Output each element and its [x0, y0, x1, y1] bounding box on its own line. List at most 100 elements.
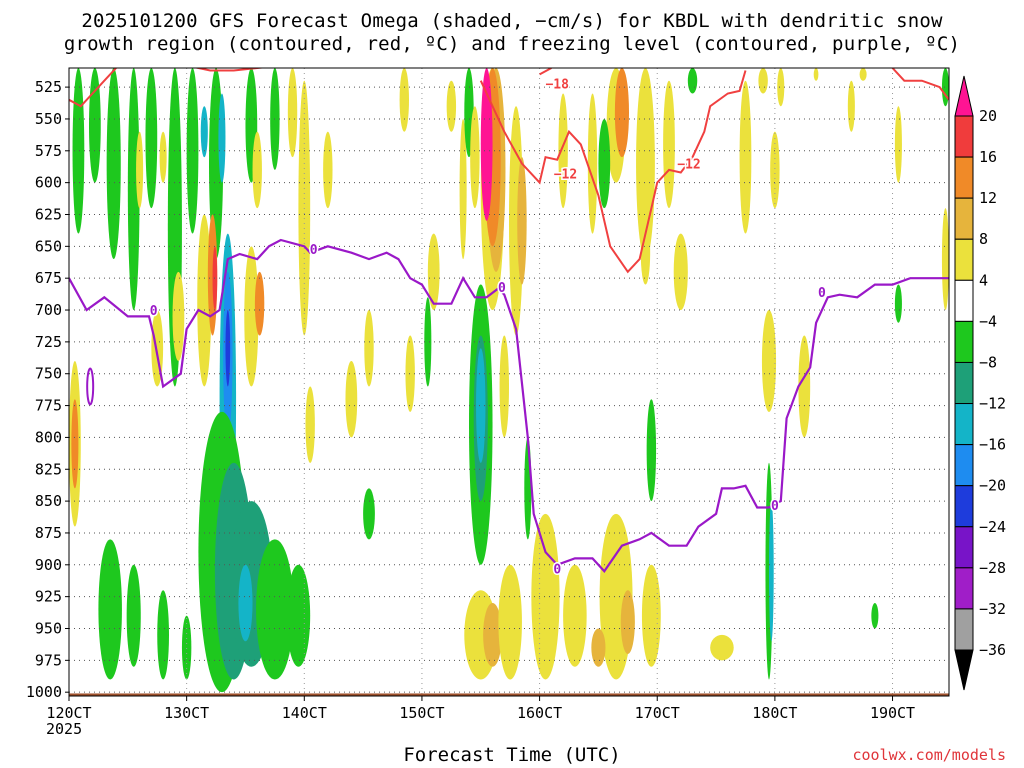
omega-cell — [305, 386, 315, 463]
y-tick-label: 700 — [35, 301, 62, 319]
colorbar-top-arrow — [954, 75, 974, 117]
y-tick-label: 875 — [35, 524, 62, 542]
x-tick-label: 160CT — [517, 704, 562, 722]
contour-label: 0 — [310, 243, 318, 258]
omega-cell — [640, 220, 651, 285]
y-tick-label: 625 — [35, 205, 62, 223]
omega-cell — [859, 68, 867, 81]
colorbar-segment — [954, 156, 974, 199]
dgz-contour — [891, 68, 949, 101]
y-tick-label: 950 — [35, 619, 62, 637]
colorbar-label: −32 — [979, 600, 1006, 618]
colorbar-segment — [954, 485, 974, 528]
colorbar-label: −24 — [979, 518, 1006, 536]
x-axis-labels: 120CT 130CT 140CT 150CT 160CT 170CT 180CT 190CT — [46, 696, 915, 722]
omega-cell — [641, 564, 661, 667]
omega-cell — [483, 603, 502, 667]
colorbar-label: −16 — [979, 436, 1006, 454]
omega-cell — [159, 131, 167, 183]
omega-cell — [498, 564, 522, 680]
plot-frame — [68, 67, 950, 697]
freezing-level-loop — [86, 367, 95, 406]
credit-link[interactable]: coolwx.com/models — [852, 746, 1006, 764]
omega-cell — [563, 564, 587, 667]
omega-cell — [517, 157, 527, 285]
omega-cell — [98, 539, 122, 680]
colorbar-label: −20 — [979, 477, 1006, 495]
y-tick-label: 550 — [35, 110, 62, 128]
colorbar-segment — [954, 115, 974, 158]
omega-cell — [424, 297, 432, 387]
colorbar-label: 12 — [979, 189, 997, 207]
omega-cell — [769, 501, 774, 642]
omega-cell — [345, 360, 358, 438]
colorbar-segment — [954, 444, 974, 487]
omega-cell — [172, 271, 185, 361]
omega-cell — [459, 118, 467, 260]
colorbar-segment — [954, 320, 974, 363]
omega-cell — [598, 118, 611, 209]
omega-cell — [531, 513, 560, 680]
colorbar-label: 20 — [979, 107, 997, 125]
contour-label: 0 — [498, 281, 506, 296]
omega-cell — [238, 564, 253, 642]
colorbar-bottom-arrow — [954, 649, 974, 691]
colorbar-segment — [954, 361, 974, 405]
y-tick-label: 900 — [35, 556, 62, 574]
omega-cell — [558, 93, 568, 209]
x-tick-label: 130CT — [164, 704, 209, 722]
omega-cell — [256, 539, 294, 680]
y-tick-label: 925 — [35, 588, 62, 606]
omega-cell — [254, 271, 265, 336]
y-tick-label: 675 — [35, 269, 62, 287]
y-tick-label: 975 — [35, 651, 62, 669]
omega-cell — [798, 335, 811, 438]
omega-cell — [710, 634, 734, 661]
contour-label: −12 — [677, 158, 700, 173]
omega-cell — [71, 399, 79, 489]
omega-cell — [847, 80, 855, 132]
omega-cell — [941, 68, 949, 107]
omega-cell — [777, 68, 785, 107]
x-tick-label: 120CT — [46, 704, 91, 722]
colorbar-label: −8 — [979, 353, 997, 371]
y-tick-label: 775 — [35, 397, 62, 415]
omega-cell — [470, 106, 480, 209]
dgz-contour — [479, 70, 747, 274]
y-tick-label: 750 — [35, 365, 62, 383]
freezing-level-contour — [69, 238, 949, 573]
omega-cell — [286, 564, 311, 667]
x-tick-label: 140CT — [282, 704, 327, 722]
omega-cell — [405, 335, 415, 412]
contour-label: 0 — [150, 304, 158, 319]
surface-terrain — [69, 693, 949, 696]
colorbar-segment — [954, 567, 974, 610]
contours: 0 0 0 0 0 0 −18 −12 −12 — [69, 68, 949, 579]
y-tick-label: 1000 — [26, 683, 62, 701]
omega-cell — [244, 246, 259, 387]
omega-cell — [157, 590, 169, 680]
omega-cell — [663, 80, 675, 209]
colorbar-segment — [954, 279, 974, 322]
chart-title-line-1: 2025101200 GFS Forecast Omega (shaded, −… — [81, 10, 943, 32]
omega-cell — [480, 68, 493, 221]
omega-cell — [200, 106, 208, 158]
omega-cell — [739, 80, 752, 234]
omega-cell — [673, 233, 688, 311]
omega-cell — [524, 437, 532, 540]
x-tick-label: 150CT — [399, 704, 444, 722]
omega-cell — [941, 208, 949, 311]
omega-cell — [127, 68, 140, 311]
omega-cell — [813, 68, 819, 81]
x-axis-year: 2025 — [46, 720, 83, 738]
omega-cell — [687, 68, 698, 94]
colorbar-label: 16 — [979, 148, 997, 166]
omega-cell — [646, 399, 657, 502]
omega-cell — [399, 68, 410, 132]
colorbar-label: −36 — [979, 641, 1006, 659]
dgz-contour — [193, 68, 267, 72]
dgz-contour — [69, 68, 117, 108]
omega-cell — [761, 310, 777, 412]
omega-cell — [427, 233, 440, 311]
